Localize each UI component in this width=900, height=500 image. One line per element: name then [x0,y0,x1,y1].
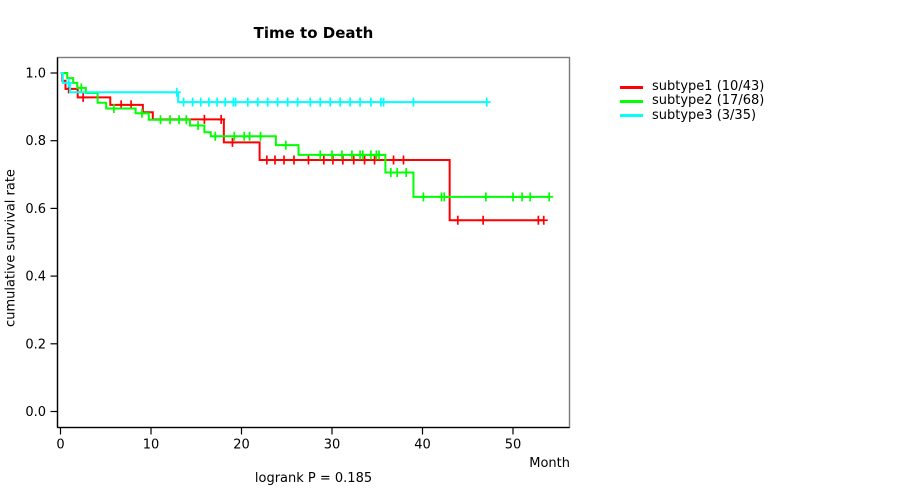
survival-curve-subtype3 [60,72,488,104]
logrank-p-annotation: logrank P = 0.185 [254,471,373,486]
chart-title: Time to Death [253,24,374,42]
series-subtype2 [60,72,554,202]
x-tick-label: 40 [414,438,431,453]
series-subtype3 [60,72,491,107]
x-tick-label: 0 [56,438,64,453]
x-tick-label: 10 [143,438,160,453]
legend: subtype1 (10/43) subtype2 (17/68) subtyp… [620,79,765,123]
series-subtype1 [60,72,548,225]
y-tick-label: 0.2 [25,337,46,352]
x-axis-ticks: 0 10 20 30 40 50 [56,427,522,453]
y-tick-label: 0.8 [25,134,46,149]
y-tick-label: 0.0 [25,405,46,420]
survival-curve-subtype1 [60,72,544,222]
legend-label-subtype1: subtype1 (10/43) [652,79,765,94]
y-axis-title: cumulative survival rate [3,169,19,327]
y-tick-label: 1.0 [25,67,46,82]
y-tick-label: 0.6 [25,202,46,217]
legend-label-subtype2: subtype2 (17/68) [652,93,765,109]
legend-item-subtype2: subtype2 (17/68) [620,93,765,109]
plot-border [56,56,571,429]
legend-swatch-subtype1 [620,85,643,89]
x-tick-label: 30 [324,438,341,453]
censor-marks-subtype3 [64,78,491,107]
legend-swatch-subtype3 [620,114,643,118]
x-tick-label: 20 [233,438,250,453]
y-axis-ticks: 0.0 0.2 0.4 0.6 0.8 1.0 [25,67,58,420]
censor-marks-subtype2 [77,83,554,202]
x-axis-title: Month [529,456,570,471]
legend-swatch-subtype2 [620,99,643,103]
censor-marks-subtype1 [64,84,548,225]
y-tick-label: 0.4 [25,270,46,285]
survival-curve-subtype2 [60,72,550,198]
legend-item-subtype1: subtype1 (10/43) [620,79,765,94]
legend-label-subtype3: subtype3 (3/35) [652,107,757,123]
legend-item-subtype3: subtype3 (3/35) [620,107,764,123]
x-tick-label: 50 [505,438,522,453]
